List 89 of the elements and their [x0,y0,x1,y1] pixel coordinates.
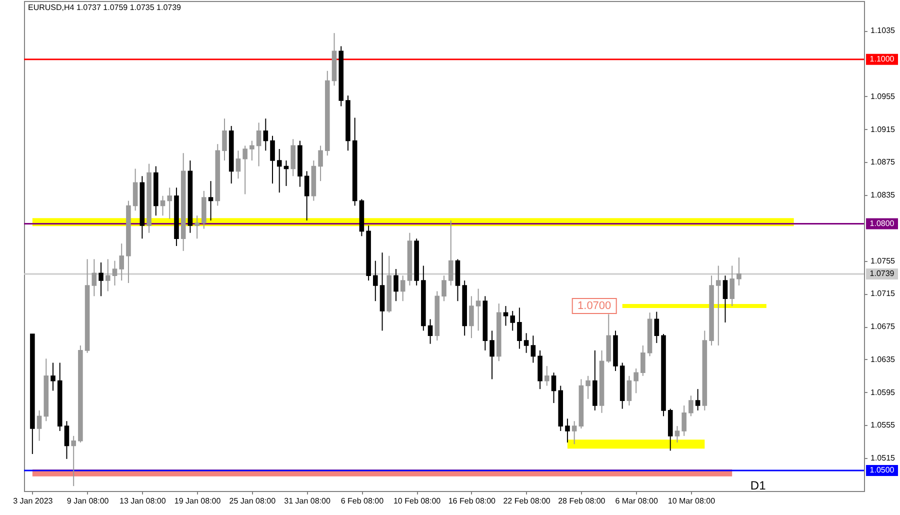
candlestick [71,435,76,487]
candlestick [160,195,166,216]
x-tick-label: 31 Jan 08:00 [284,496,331,506]
x-tick-label: 28 Feb 08:00 [558,496,606,506]
candlestick [448,220,454,286]
candlestick [530,335,536,364]
candlestick [682,404,686,436]
candlestick [626,375,632,406]
candlestick [442,275,446,302]
candlestick [510,310,515,332]
candlestick [517,307,522,350]
candlestick [250,140,254,161]
x-tick-label: 25 Jan 08:00 [229,496,276,506]
candlestick [36,410,42,442]
candlestick [167,187,172,220]
candlestick [490,330,494,380]
candlestick [132,168,138,212]
x-tick-label: 16 Feb 08:00 [448,496,496,506]
candlestick [716,265,721,346]
candlestick [674,426,680,443]
candlestick [270,135,275,184]
candlestick [688,395,694,417]
ref-line-label: 1.0739 [870,268,895,278]
candlestick [284,160,289,186]
y-tick-label: 1.0515 [870,454,896,463]
y-tick-label: 1.0555 [870,420,896,430]
candlestick [263,118,268,152]
candlestick [373,260,378,302]
y-tick-label: 1.1035 [870,26,896,36]
candlestick [290,138,296,177]
y-tick-label: 1.0915 [870,124,896,134]
candlestick [503,306,508,326]
candlestick [256,122,262,167]
candlestick [634,368,638,394]
candlestick [208,180,214,222]
x-tick-label: 22 Feb 08:00 [503,496,551,506]
candlestick [400,275,406,302]
annotation: 1.0700 [578,300,612,312]
y-tick-label: 1.0875 [870,158,896,167]
y-tick-label: 1.0595 [870,388,896,397]
x-tick-label: 6 Mar 08:00 [615,496,658,506]
y-tick-label: 1.0635 [870,354,896,364]
y-tick-label: 1.0715 [870,289,896,298]
candlestick [119,243,124,282]
chart-title: EURUSD,H4 1.0737 1.0759 1.0735 1.0739 [28,3,182,12]
candlestick [318,145,323,182]
y-tick-label: 1.0955 [870,92,896,101]
candlestick [304,170,310,222]
annotation: D1 [750,478,766,492]
x-tick-label: 3 Jan 2023 [13,496,54,506]
y-tick-label: 1.0835 [870,190,896,200]
candlestick [469,296,474,339]
x-tick-label: 10 Feb 08:00 [393,496,442,506]
x-tick-label: 19 Jan 08:00 [174,496,222,506]
x-tick-label: 6 Feb 08:00 [340,496,384,506]
candlestick [476,288,481,332]
y-tick-label: 1.0755 [870,256,896,266]
candlestick [736,257,742,286]
candlestick [544,366,550,386]
candlestick [105,258,110,292]
x-tick-label: 13 Jan 08:00 [120,496,166,506]
candlestick [428,318,433,344]
ref-line-label: 1.0500 [870,465,895,474]
candlestick [276,148,282,194]
candlestick [524,332,529,354]
candlestick [586,375,590,400]
candlestick [98,262,104,297]
candlestick [222,118,227,161]
x-tick-label: 9 Jan 08:00 [66,496,110,506]
candlestick [730,265,734,307]
ref-line-label: 1.1000 [870,54,895,64]
candlestick [572,420,577,445]
candlestick [394,268,398,302]
candlestick [565,418,570,443]
ref-line-label: 1.0800 [870,218,895,228]
candlestick [64,420,70,460]
candlestick [112,260,118,286]
candlestick [194,215,200,240]
candlestick [236,150,241,180]
candlestick [92,258,97,297]
y-tick-label: 1.0675 [870,322,896,332]
candlestick [551,372,556,404]
candlestick [695,388,700,411]
candlestick [640,344,646,376]
candlestick [654,311,660,344]
candlestick [722,275,728,323]
candlestick [242,145,248,195]
x-tick-label: 10 Mar 08:00 [668,496,716,506]
candlestick [50,362,56,392]
